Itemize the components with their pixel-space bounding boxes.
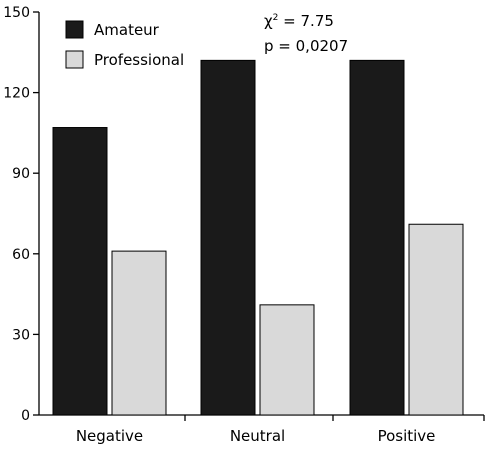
legend-label-professional: Professional	[94, 51, 184, 69]
bar-professional-neutral	[259, 304, 315, 416]
chi-superscript: 2	[273, 13, 279, 23]
bar-amateur-neutral	[200, 59, 256, 416]
bar-professional-positive	[408, 223, 464, 416]
category-labels: Negative Neutral Positive	[76, 427, 436, 445]
legend-swatch-amateur	[65, 20, 84, 39]
bar-amateur-positive	[349, 59, 405, 416]
y-tick-label: 150	[3, 5, 30, 21]
bar-professional-negative	[111, 250, 167, 416]
x-category-label: Negative	[76, 427, 143, 445]
y-tick-label: 120	[3, 86, 30, 102]
legend: Amateur Professional	[65, 20, 184, 69]
chi-square-statistic: χ2 = 7.75	[264, 12, 334, 30]
y-tick-label: 90	[12, 166, 30, 182]
bar-amateur-negative	[52, 127, 108, 416]
bars	[52, 59, 464, 416]
p-value: p = 0,0207	[264, 37, 348, 55]
y-tick-label: 60	[12, 247, 30, 263]
y-ticks: 0 30 60 90 120 150	[3, 5, 39, 424]
legend-label-amateur: Amateur	[94, 21, 160, 39]
x-category-label: Neutral	[230, 427, 285, 445]
chi-symbol: χ	[264, 12, 273, 30]
chi-value: = 7.75	[278, 12, 334, 30]
y-tick-label: 0	[21, 408, 30, 424]
x-category-label: Positive	[378, 427, 436, 445]
legend-swatch-professional	[65, 50, 84, 69]
chi-square-annotation: χ2 = 7.75 p = 0,0207	[264, 12, 348, 55]
y-tick-label: 30	[12, 327, 30, 343]
